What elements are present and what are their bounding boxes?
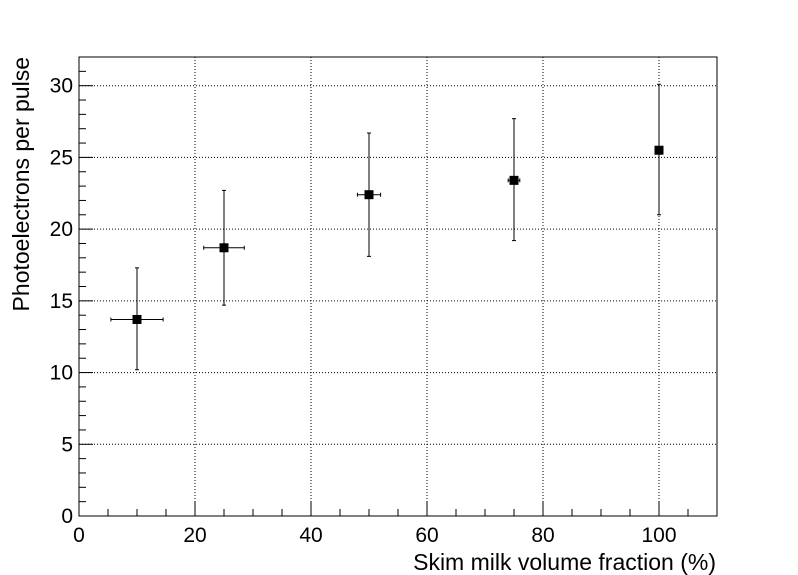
data-point xyxy=(654,83,664,216)
y-tick-label: 10 xyxy=(50,362,73,385)
y-tick-label: 30 xyxy=(50,75,73,98)
x-tick-label: 20 xyxy=(183,524,206,547)
square-marker xyxy=(509,175,519,185)
data-point xyxy=(203,189,245,306)
y-tick-label: 25 xyxy=(50,146,73,169)
square-marker xyxy=(364,190,374,200)
x-tick-label: 60 xyxy=(415,524,438,547)
x-tick-label: 100 xyxy=(641,524,676,547)
x-tick-label: 80 xyxy=(531,524,554,547)
x-tick-label: 0 xyxy=(73,524,85,547)
square-marker xyxy=(132,314,142,324)
data-point xyxy=(507,118,521,242)
square-marker xyxy=(654,145,664,155)
x-axis-title: Skim milk volume fraction (%) xyxy=(413,549,716,575)
data-point xyxy=(110,267,164,371)
y-tick-label: 20 xyxy=(50,218,73,241)
axis-ticks xyxy=(78,56,718,517)
data-point xyxy=(356,132,382,257)
plot-frame xyxy=(78,56,718,517)
grid-lines xyxy=(79,57,717,516)
tick-labels: 0 20 40 60 80 100 0 5 10 15 20 25 30 xyxy=(50,75,677,547)
y-tick-label: 0 xyxy=(61,505,73,528)
square-marker xyxy=(219,243,229,253)
y-axis-title: Photoelectrons per pulse xyxy=(8,57,34,311)
data-points xyxy=(110,83,664,371)
x-tick-label: 40 xyxy=(299,524,322,547)
y-tick-label: 5 xyxy=(61,433,73,456)
y-tick-label: 15 xyxy=(50,290,73,313)
